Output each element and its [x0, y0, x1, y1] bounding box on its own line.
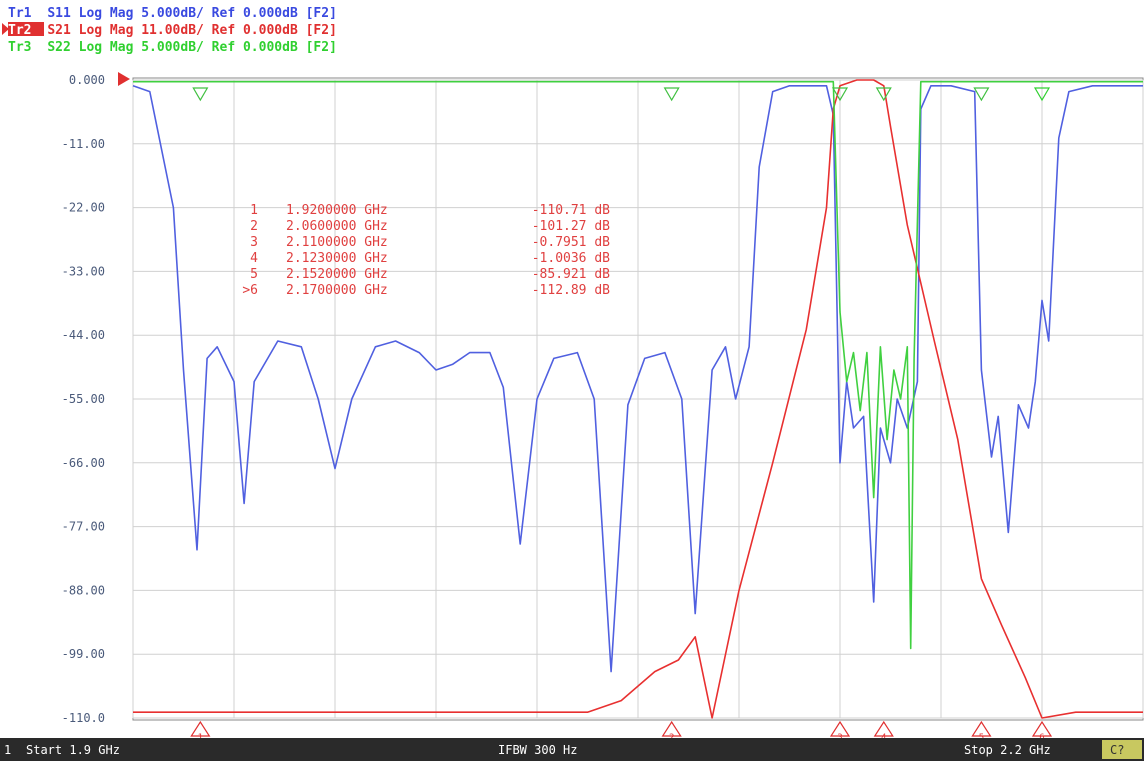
y-tick-label: -55.00 [62, 392, 105, 406]
y-tick-label: -77.00 [62, 520, 105, 534]
channel-number: 1 [4, 743, 11, 757]
ifbw-value[interactable]: IFBW 300 Hz [498, 743, 577, 757]
marker-table-freq: 2.1520000 GHz [286, 267, 388, 282]
trace-header: Tr1 S11 Log Mag 5.000dB/ Ref 0.000dB [F2… [2, 6, 337, 55]
active-trace-highlight [8, 22, 44, 36]
trace-3-label[interactable]: Tr3 S22 Log Mag 5.000dB/ Ref 0.000dB [F2… [8, 40, 337, 55]
marker-2-s22-icon [663, 87, 680, 102]
s22-trace [133, 80, 1143, 650]
marker-4-s21-icon [873, 720, 894, 737]
y-tick-label: 0.000 [69, 73, 105, 87]
marker-5-s22-icon [973, 87, 990, 102]
status-badge [1102, 740, 1142, 759]
trace-1-id: Tr1 [8, 6, 32, 21]
marker-4-s22-icon [875, 87, 892, 102]
trace-2-id: Tr2 [8, 23, 31, 38]
marker-table-num: 3 [250, 235, 258, 250]
s21-trace [133, 79, 1143, 719]
marker-1-s21-icon [190, 720, 211, 737]
trace-2-label[interactable]: Tr2 S21 Log Mag 11.00dB/ Ref 0.000dB [F2… [8, 23, 337, 38]
marker-table-freq: 2.1230000 GHz [286, 251, 388, 266]
s11-trace [132, 85, 1143, 673]
marker-3-s22-icon [831, 87, 849, 102]
trace-1-text: S11 Log Mag 5.000dB/ Ref 0.000dB [F2] [47, 6, 337, 21]
marker-6-s22-icon [1033, 87, 1051, 102]
marker-table-value: -1.0036 dB [532, 251, 610, 266]
marker-table-value: -112.89 dB [532, 283, 610, 298]
marker-table-num: 4 [250, 251, 258, 266]
trace-3-id: Tr3 [8, 40, 31, 55]
reference-level-arrow-icon[interactable] [118, 72, 130, 86]
status-bar [0, 738, 1144, 761]
y-tick-label: -22.00 [62, 201, 105, 215]
marker-table-freq: 2.1100000 GHz [286, 235, 388, 250]
marker-table-value: -85.921 dB [532, 267, 610, 282]
y-tick-label: -11.00 [62, 137, 105, 151]
marker-table-num: 2 [250, 219, 258, 234]
stop-frequency[interactable]: Stop 2.2 GHz [964, 743, 1051, 757]
y-tick-label: -66.00 [62, 456, 105, 470]
marker-table-value: -101.27 dB [532, 219, 610, 234]
marker-6-s21-icon [1031, 720, 1053, 737]
marker-table-num: 5 [250, 267, 258, 282]
marker-table-freq: 1.9200000 GHz [286, 203, 388, 218]
marker-5-s21-icon [971, 720, 992, 737]
y-tick-label: -88.00 [62, 583, 105, 597]
marker-1-s22-icon [192, 87, 209, 102]
grid [132, 79, 1144, 719]
start-frequency[interactable]: Start 1.9 GHz [26, 743, 120, 757]
trace-1-label[interactable]: Tr1 S11 Log Mag 5.000dB/ Ref 0.000dB [F2… [8, 6, 337, 21]
status-badge-text: C? [1110, 743, 1124, 757]
marker-table-value: -0.7951 dB [532, 235, 610, 250]
y-tick-label: -99.00 [62, 647, 105, 661]
marker-table-num: 1 [250, 203, 258, 218]
marker-3-s21-icon [829, 720, 851, 737]
marker-table-freq: 2.1700000 GHz [286, 283, 388, 298]
marker-table-num: >6 [242, 283, 258, 298]
marker-2-s21-icon [661, 720, 682, 737]
marker-table-value: -110.71 dB [532, 203, 610, 218]
y-tick-labels: 0.000 -11.00 -22.00 -33.00 -44.00 -55.00 -66.0… [62, 73, 105, 725]
y-tick-label: -33.00 [62, 264, 105, 278]
active-trace-arrow-icon [2, 23, 9, 35]
traces [132, 79, 1143, 719]
y-tick-label: -110.0 [62, 711, 105, 725]
trace-2-text: S21 Log Mag 11.00dB/ Ref 0.000dB [F2] [47, 23, 337, 38]
trace-3-text: S22 Log Mag 5.000dB/ Ref 0.000dB [F2] [47, 40, 337, 55]
marker-table: 1 1.9200000 GHz -110.71 dB 2 2.0600000 GHz -1… [242, 203, 610, 298]
y-tick-label: -44.00 [62, 328, 105, 342]
marker-table-freq: 2.0600000 GHz [286, 219, 388, 234]
